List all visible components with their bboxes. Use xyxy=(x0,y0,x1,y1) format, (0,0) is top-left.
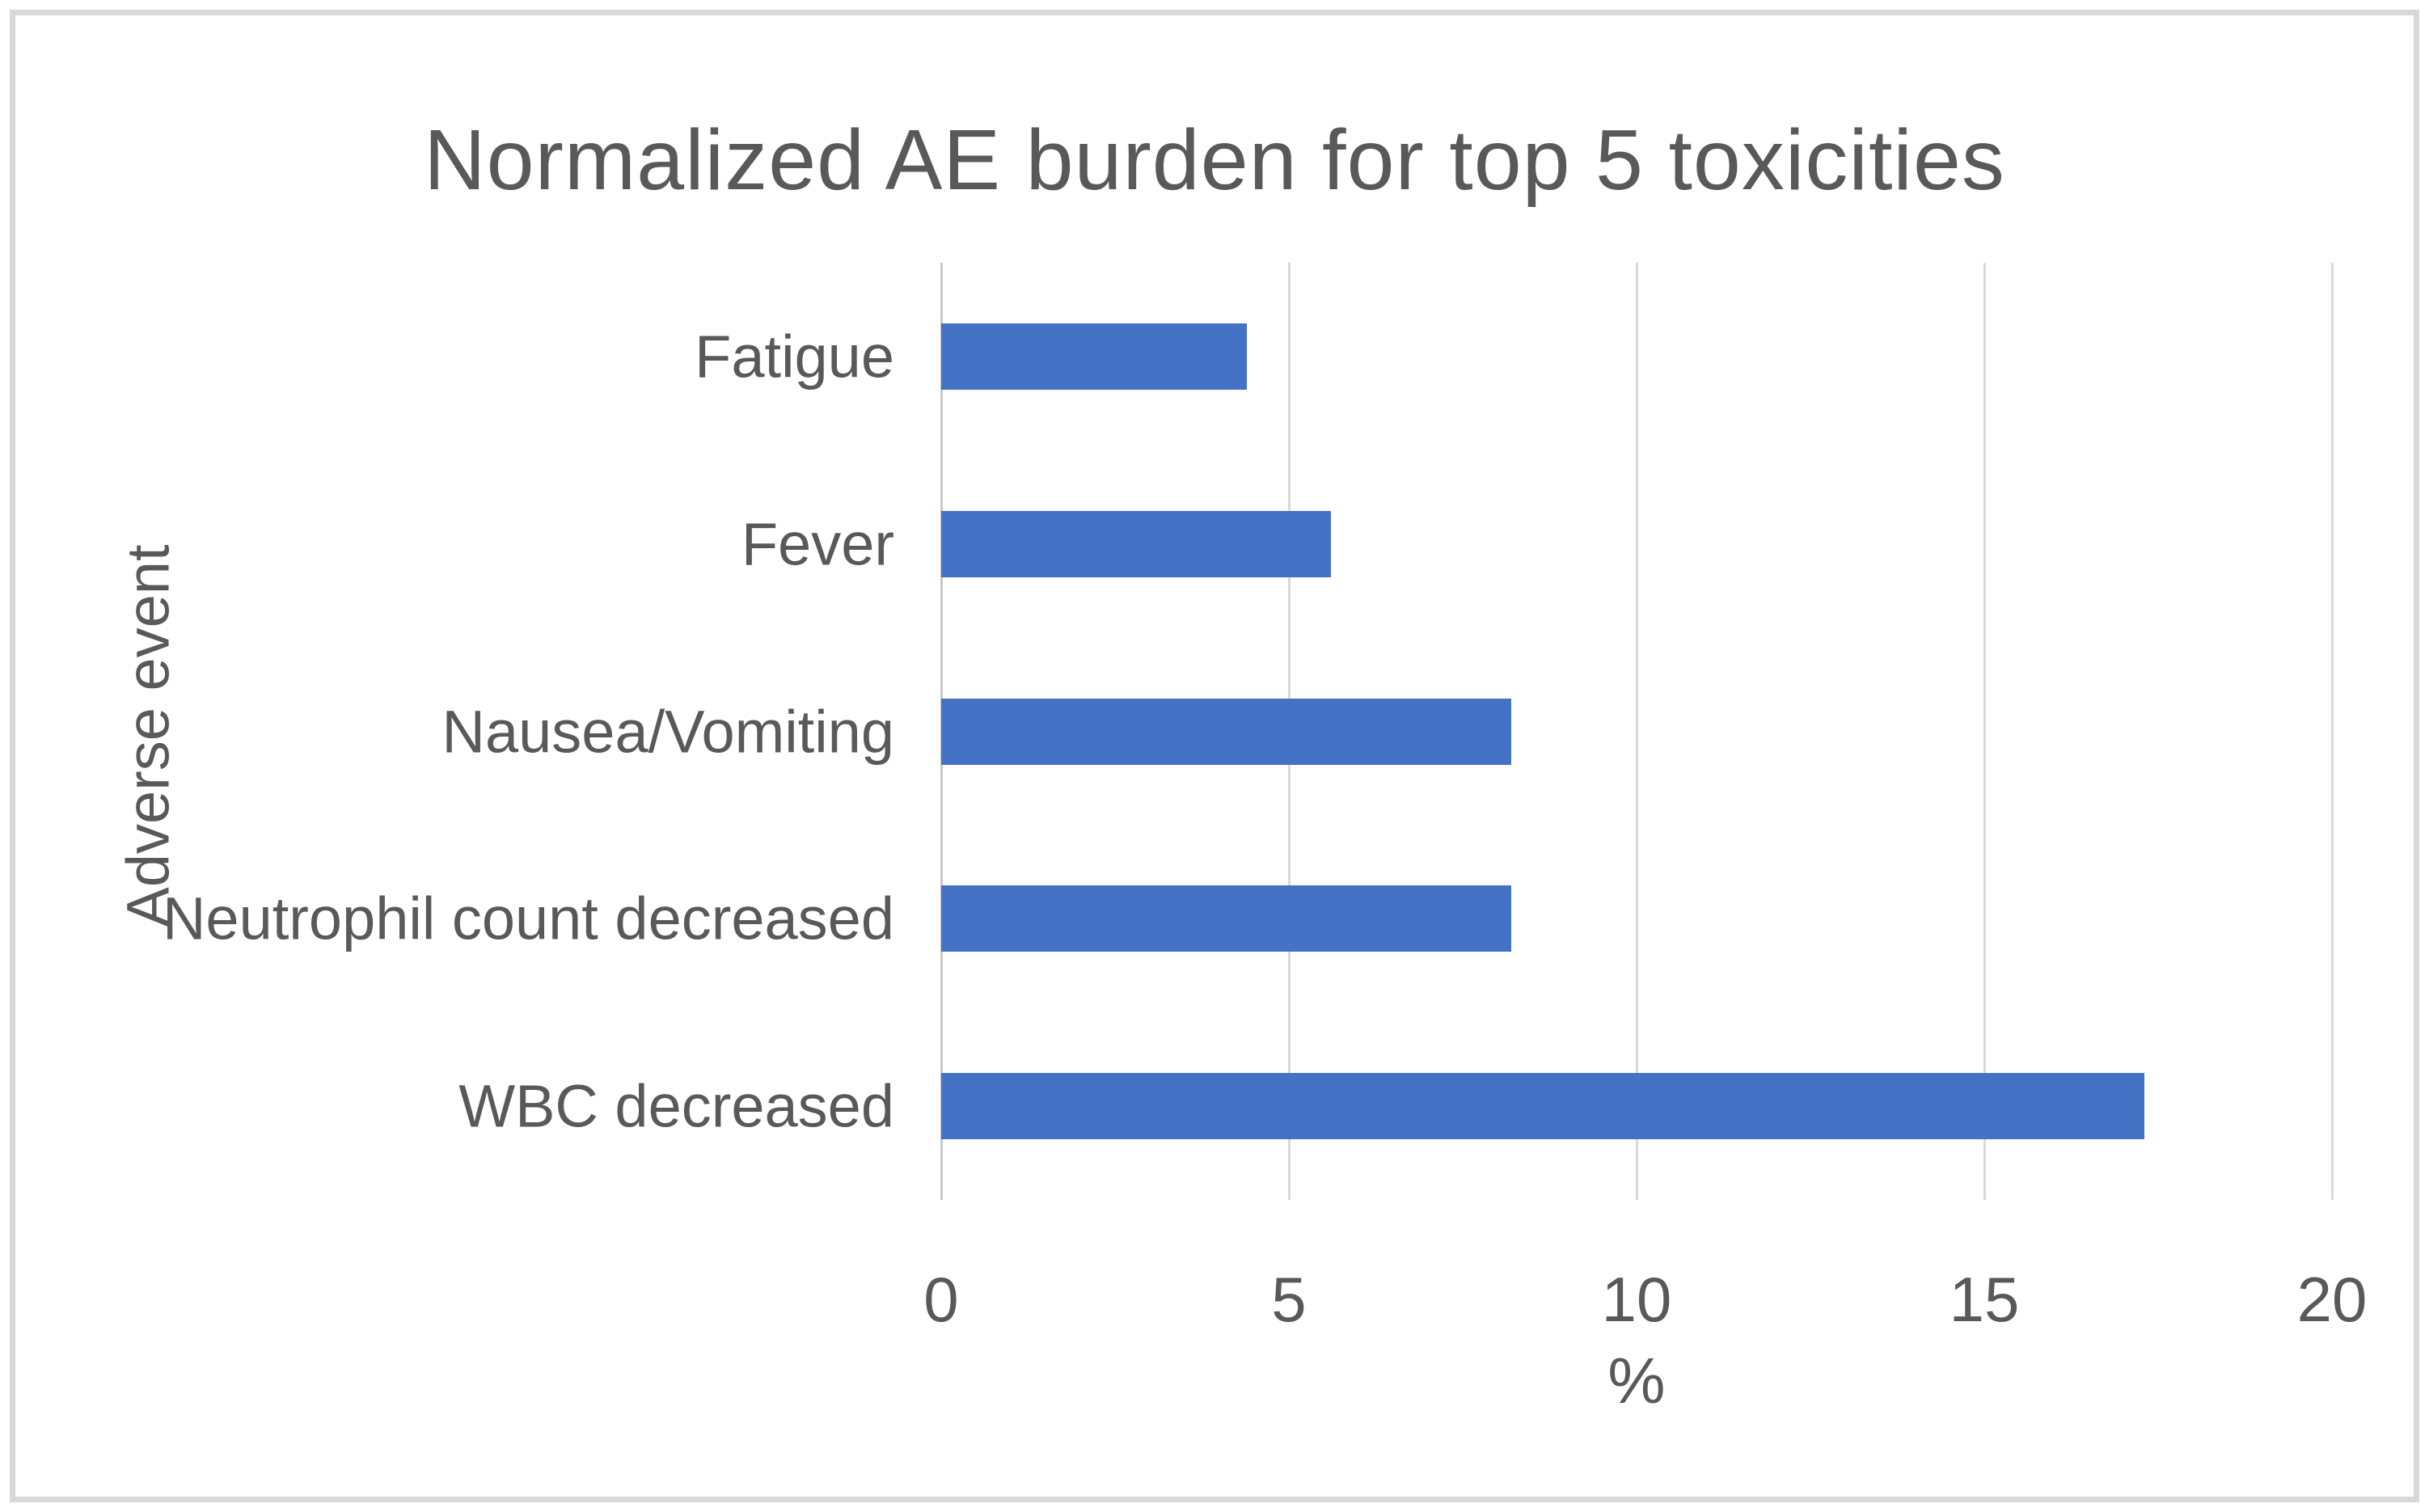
x-tick-label: 15 xyxy=(1949,1264,2020,1335)
gridline xyxy=(2330,263,2334,1200)
bar-nausea-vomiting xyxy=(941,698,1512,765)
y-axis-title: Adverse event xyxy=(114,544,182,927)
x-axis-title: % xyxy=(1607,1345,1666,1417)
gridline xyxy=(1635,263,1638,1200)
plot-area xyxy=(940,263,2334,1200)
category-label: Fatigue xyxy=(695,323,894,391)
x-tick-label: 5 xyxy=(1271,1264,1307,1335)
category-label: Neutrophil count decreased xyxy=(162,885,894,952)
x-tick-label: 20 xyxy=(2296,1264,2368,1335)
bar-neutrophil-count-decreased xyxy=(941,885,1512,952)
bar-fever xyxy=(941,510,1331,577)
gridline xyxy=(1983,263,1986,1200)
bar-wbc-decreased xyxy=(941,1073,2144,1140)
x-tick-label: 0 xyxy=(923,1264,959,1335)
category-label: WBC decreased xyxy=(458,1072,894,1140)
chart-title: Normalized AE burden for top 5 toxicitie… xyxy=(424,112,2005,208)
bar-fatigue xyxy=(941,323,1248,390)
category-label: Fever xyxy=(741,510,894,578)
x-tick-label: 10 xyxy=(1601,1264,1672,1335)
category-label: Nausea/Vomiting xyxy=(441,698,894,765)
